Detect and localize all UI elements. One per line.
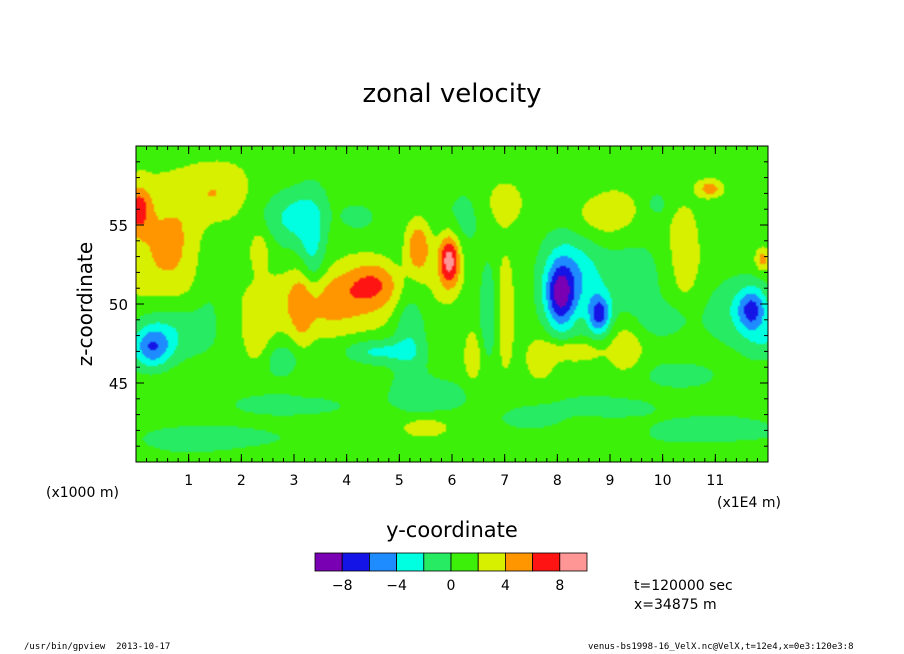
colorbar-swatch [504,552,533,572]
x-tick-label: 7 [500,473,509,489]
y-axis-label: z-coordinate [73,242,97,366]
x-axis: 1 2 3 4 5 6 7 8 9 10 11 [135,146,769,489]
x-tick-label: 8 [553,473,562,489]
y-axis-scale-note: (x1000 m) [46,485,119,501]
colorbar-tick-label: −4 [386,578,407,594]
x-tick-label: 2 [237,473,246,489]
y-axis: 45 50 55 [109,145,768,463]
colorbar: −8 −4 0 4 8 [314,552,588,594]
colorbar-swatch [368,552,397,572]
info-time: t=120000 sec [634,578,733,594]
colorbar-tick-label: 8 [555,578,564,594]
colorbar-swatch [450,552,479,572]
x-axis-label: y-coordinate [386,518,518,542]
velocity-field [136,146,768,462]
footer-right: venus-bs1998-16_VelX.nc@VelX,t=12e4,x=0e… [588,642,854,652]
colorbar-swatch [341,552,370,572]
colorbar-swatch [559,552,588,572]
x-tick-label: 11 [706,473,724,489]
colorbar-swatch [423,552,452,572]
x-tick-label: 3 [290,473,299,489]
colorbar-swatch [396,552,425,572]
x-axis-scale-note: (x1E4 m) [717,495,781,511]
colorbar-swatch [532,552,561,572]
y-tick-label: 45 [109,375,128,393]
y-tick-label: 50 [109,296,128,314]
y-tick-label: 55 [109,217,128,235]
footer-left: /usr/bin/gpview 2013-10-17 [24,642,171,652]
x-tick-label: 1 [184,473,193,489]
colorbar-swatch [477,552,506,572]
x-tick-label: 9 [606,473,615,489]
colorbar-tick-label: 4 [501,578,510,594]
x-tick-label: 6 [448,473,457,489]
colorbar-swatch [314,552,343,572]
colorbar-tick-label: −8 [332,578,353,594]
chart-title: zonal velocity [362,79,541,109]
x-tick-label: 5 [395,473,404,489]
info-position: x=34875 m [634,597,717,613]
x-tick-label: 4 [342,473,351,489]
colorbar-tick-label: 0 [447,578,456,594]
x-tick-label: 10 [654,473,672,489]
